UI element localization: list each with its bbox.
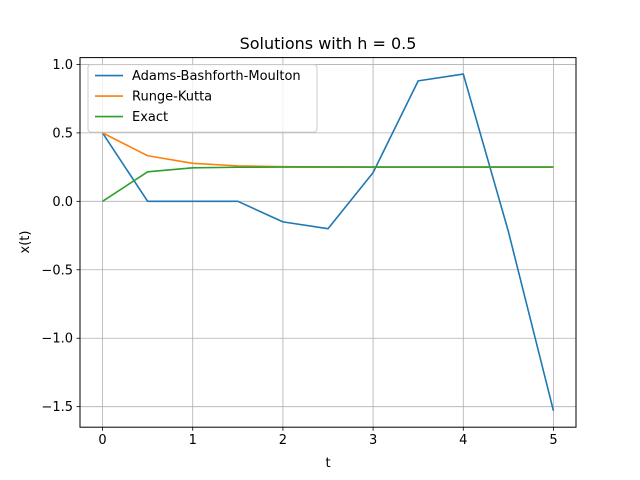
x-tick-label: 5 <box>549 433 557 448</box>
legend: Adams-Bashforth-Moulton Runge-Kutta Exact <box>87 64 318 133</box>
y-axis-label: x(t) <box>18 231 33 254</box>
x-tick-label: 4 <box>459 433 467 448</box>
y-tick-label: 1.0 <box>52 58 73 73</box>
x-tick-label: 1 <box>189 433 197 448</box>
y-tick-label: 0.5 <box>52 126 73 141</box>
legend-box <box>87 64 318 133</box>
x-tick-label: 2 <box>279 433 287 448</box>
legend-label: Adams-Bashforth-Moulton <box>132 69 301 84</box>
y-tick-label: 0.0 <box>52 195 73 210</box>
plot-frame <box>79 57 577 428</box>
x-tick-label: 0 <box>98 433 106 448</box>
y-tick-label: −1.5 <box>41 400 73 415</box>
chart-title: Solutions with h = 0.5 <box>240 34 417 53</box>
axis-ticks: 0 1 2 3 4 5 1.0 0.5 0.0 −0.5 −1.0 −1.5 <box>41 58 557 448</box>
y-tick-label: −0.5 <box>41 263 73 278</box>
series-line-2 <box>102 166 554 202</box>
series-lines <box>101 73 555 411</box>
series-line-0 <box>101 73 555 411</box>
legend-label: Runge-Kutta <box>132 90 212 105</box>
x-axis-label: t <box>325 456 330 471</box>
x-tick-label: 3 <box>369 433 377 448</box>
y-tick-label: −1.0 <box>41 332 73 347</box>
legend-label: Exact <box>132 110 168 125</box>
